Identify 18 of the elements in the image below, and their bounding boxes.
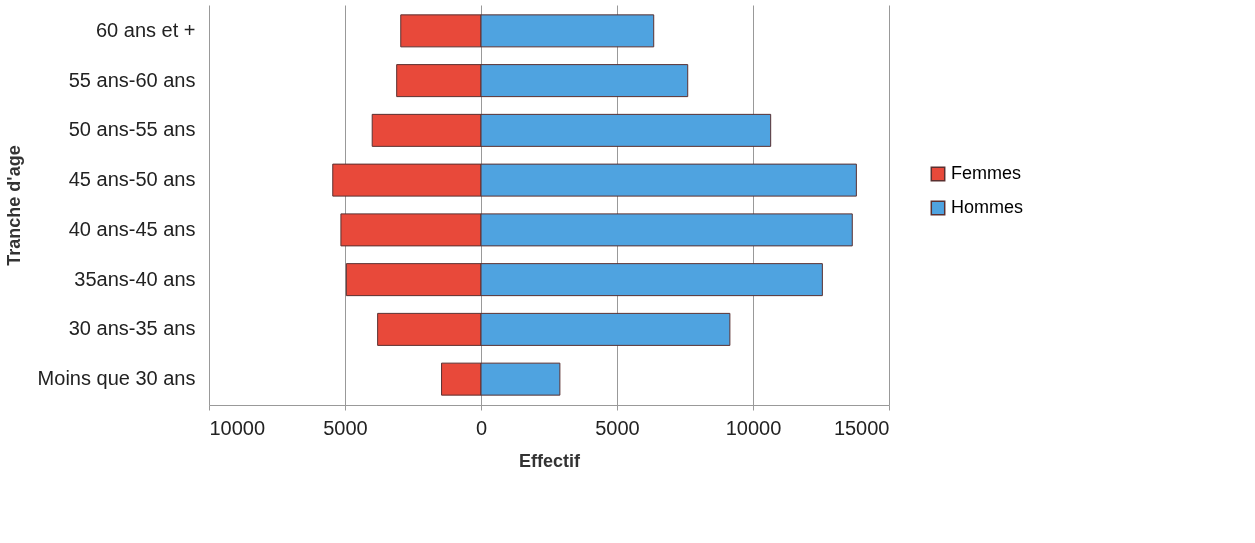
y-tick-label: 45 ans-50 ans — [68, 168, 196, 191]
legend-label: Hommes — [951, 197, 1024, 217]
y-tick-label: 35ans-40 ans — [74, 267, 196, 290]
y-tick-label: 55 ans-60 ans — [68, 68, 196, 91]
y-axis-title: Tranche d'age — [3, 145, 24, 266]
x-tick-label: 0 — [475, 416, 488, 439]
x-tick-label: 10000 — [209, 416, 266, 439]
x-tick-label: 10000 — [725, 416, 782, 439]
y-tick-label: 40 ans-45 ans — [68, 217, 196, 240]
y-tick-label: 60 ans et + — [95, 18, 196, 41]
x-tick-label: 5000 — [323, 416, 368, 439]
x-axis-title: Effectif — [518, 450, 581, 471]
y-tick-label: 30 ans-35 ans — [68, 317, 196, 340]
y-tick-label: Moins que 30 ans — [37, 367, 196, 390]
x-tick-label: 5000 — [595, 416, 640, 439]
legend-label: Femmes — [951, 163, 1022, 183]
y-tick-label: 50 ans-55 ans — [68, 118, 196, 141]
x-tick-label: 15000 — [833, 416, 890, 439]
